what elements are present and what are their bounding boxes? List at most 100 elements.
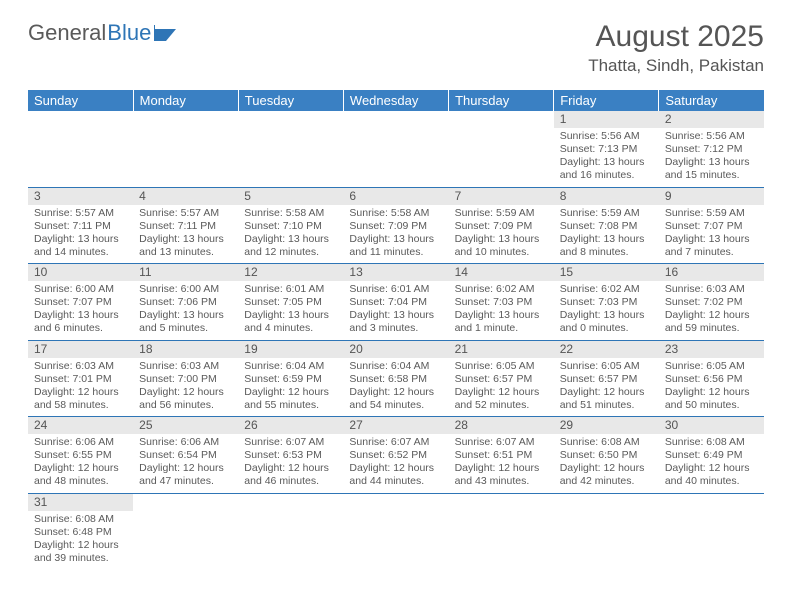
calendar-table: SundayMondayTuesdayWednesdayThursdayFrid… [28,90,764,569]
sunset-text: Sunset: 7:09 PM [455,220,548,233]
empty-cell [554,511,659,570]
daylight-text: Daylight: 13 hours and 14 minutes. [34,233,127,259]
sunrise-text: Sunrise: 6:01 AM [349,283,442,296]
day-number: 5 [238,187,343,205]
daylight-text: Daylight: 12 hours and 39 minutes. [34,539,127,565]
day-info: Sunrise: 6:04 AMSunset: 6:58 PMDaylight:… [343,358,448,417]
sunset-text: Sunset: 7:11 PM [139,220,232,233]
sunset-text: Sunset: 7:05 PM [244,296,337,309]
daylight-text: Daylight: 12 hours and 43 minutes. [455,462,548,488]
day-info: Sunrise: 6:03 AMSunset: 7:02 PMDaylight:… [659,281,764,340]
sunset-text: Sunset: 7:11 PM [34,220,127,233]
day-number: 18 [133,340,238,358]
empty-cell [449,493,554,511]
day-number: 29 [554,417,659,435]
daylight-text: Daylight: 13 hours and 11 minutes. [349,233,442,259]
sunrise-text: Sunrise: 6:02 AM [560,283,653,296]
page-header: GeneralBlue August 2025 Thatta, Sindh, P… [28,20,764,76]
day-number: 14 [449,264,554,282]
day-info: Sunrise: 6:07 AMSunset: 6:51 PMDaylight:… [449,434,554,493]
sunrise-text: Sunrise: 5:56 AM [560,130,653,143]
sunset-text: Sunset: 7:08 PM [560,220,653,233]
daylight-text: Daylight: 12 hours and 52 minutes. [455,386,548,412]
daylight-text: Daylight: 12 hours and 44 minutes. [349,462,442,488]
day-number: 20 [343,340,448,358]
day-number-row: 3456789 [28,187,764,205]
day-info: Sunrise: 5:58 AMSunset: 7:10 PMDaylight:… [238,205,343,264]
day-info: Sunrise: 6:05 AMSunset: 6:57 PMDaylight:… [449,358,554,417]
daylight-text: Daylight: 13 hours and 4 minutes. [244,309,337,335]
sunrise-text: Sunrise: 5:57 AM [139,207,232,220]
daylight-text: Daylight: 13 hours and 6 minutes. [34,309,127,335]
day-info: Sunrise: 6:07 AMSunset: 6:53 PMDaylight:… [238,434,343,493]
daylight-text: Daylight: 12 hours and 42 minutes. [560,462,653,488]
sunrise-text: Sunrise: 6:08 AM [34,513,127,526]
empty-cell [449,511,554,570]
daylight-text: Daylight: 13 hours and 5 minutes. [139,309,232,335]
sunrise-text: Sunrise: 6:00 AM [34,283,127,296]
weekday-header: Thursday [449,90,554,111]
sunset-text: Sunset: 7:02 PM [665,296,758,309]
sunset-text: Sunset: 6:57 PM [455,373,548,386]
logo-text-1: General [28,20,106,46]
weekday-header: Wednesday [343,90,448,111]
day-number: 8 [554,187,659,205]
day-info: Sunrise: 6:01 AMSunset: 7:04 PMDaylight:… [343,281,448,340]
day-info-row: Sunrise: 6:06 AMSunset: 6:55 PMDaylight:… [28,434,764,493]
daylight-text: Daylight: 12 hours and 59 minutes. [665,309,758,335]
sunset-text: Sunset: 7:09 PM [349,220,442,233]
daylight-text: Daylight: 13 hours and 1 minute. [455,309,548,335]
sunset-text: Sunset: 6:54 PM [139,449,232,462]
day-number: 31 [28,493,133,511]
day-info: Sunrise: 5:56 AMSunset: 7:13 PMDaylight:… [554,128,659,187]
sunrise-text: Sunrise: 6:07 AM [244,436,337,449]
sunset-text: Sunset: 7:03 PM [560,296,653,309]
day-number: 27 [343,417,448,435]
day-number: 9 [659,187,764,205]
empty-cell [133,511,238,570]
daylight-text: Daylight: 12 hours and 58 minutes. [34,386,127,412]
empty-cell [28,111,133,128]
day-info: Sunrise: 6:02 AMSunset: 7:03 PMDaylight:… [554,281,659,340]
sunrise-text: Sunrise: 5:58 AM [349,207,442,220]
day-number: 15 [554,264,659,282]
empty-cell [449,128,554,187]
day-info: Sunrise: 5:59 AMSunset: 7:08 PMDaylight:… [554,205,659,264]
day-info-row: Sunrise: 6:03 AMSunset: 7:01 PMDaylight:… [28,358,764,417]
weekday-header-row: SundayMondayTuesdayWednesdayThursdayFrid… [28,90,764,111]
logo-text-2: Blue [107,20,151,46]
day-info: Sunrise: 5:59 AMSunset: 7:07 PMDaylight:… [659,205,764,264]
day-number: 21 [449,340,554,358]
day-number: 12 [238,264,343,282]
day-info: Sunrise: 6:05 AMSunset: 6:56 PMDaylight:… [659,358,764,417]
day-number-row: 17181920212223 [28,340,764,358]
sunrise-text: Sunrise: 5:59 AM [560,207,653,220]
day-number: 23 [659,340,764,358]
weekday-header: Saturday [659,90,764,111]
sunset-text: Sunset: 7:01 PM [34,373,127,386]
daylight-text: Daylight: 13 hours and 15 minutes. [665,156,758,182]
empty-cell [133,493,238,511]
day-info-row: Sunrise: 6:08 AMSunset: 6:48 PMDaylight:… [28,511,764,570]
day-number: 3 [28,187,133,205]
sunrise-text: Sunrise: 6:05 AM [560,360,653,373]
day-info: Sunrise: 5:56 AMSunset: 7:12 PMDaylight:… [659,128,764,187]
empty-cell [133,128,238,187]
empty-cell [238,128,343,187]
sunset-text: Sunset: 7:03 PM [455,296,548,309]
day-info: Sunrise: 6:06 AMSunset: 6:54 PMDaylight:… [133,434,238,493]
day-info: Sunrise: 6:05 AMSunset: 6:57 PMDaylight:… [554,358,659,417]
day-number: 24 [28,417,133,435]
sunrise-text: Sunrise: 6:06 AM [34,436,127,449]
day-number: 25 [133,417,238,435]
day-info-row: Sunrise: 5:56 AMSunset: 7:13 PMDaylight:… [28,128,764,187]
sunrise-text: Sunrise: 6:07 AM [349,436,442,449]
daylight-text: Daylight: 13 hours and 12 minutes. [244,233,337,259]
sunset-text: Sunset: 7:04 PM [349,296,442,309]
day-info: Sunrise: 6:07 AMSunset: 6:52 PMDaylight:… [343,434,448,493]
day-number: 17 [28,340,133,358]
sunrise-text: Sunrise: 6:03 AM [139,360,232,373]
day-number: 13 [343,264,448,282]
sunrise-text: Sunrise: 5:58 AM [244,207,337,220]
day-info: Sunrise: 6:01 AMSunset: 7:05 PMDaylight:… [238,281,343,340]
